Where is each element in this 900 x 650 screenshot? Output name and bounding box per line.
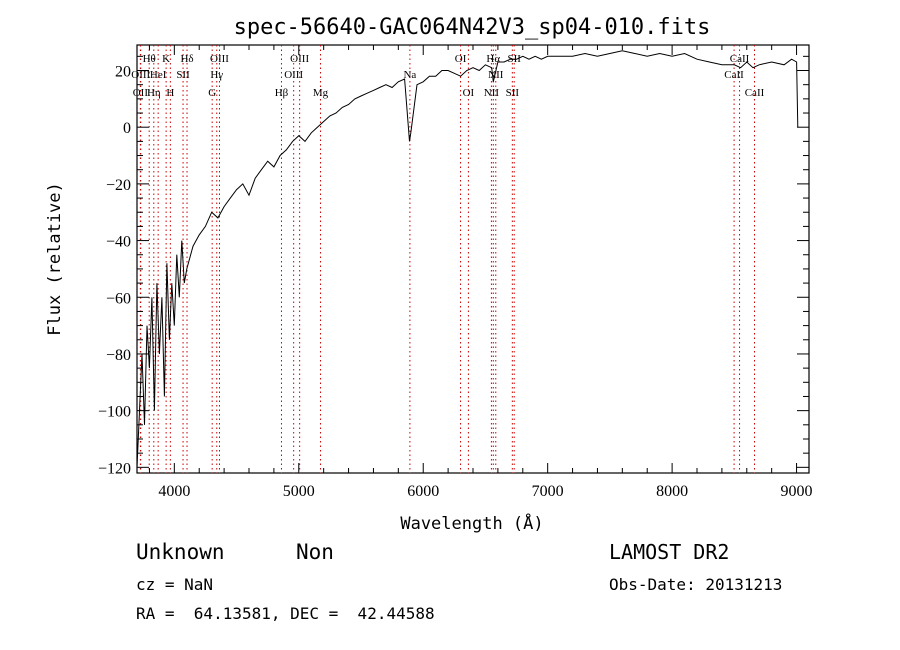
x-axis-ticks: 4000 5000 6000 7000 8000 9000 bbox=[148, 45, 813, 500]
line-label: Hθ bbox=[143, 53, 156, 65]
line-label: SII bbox=[506, 87, 520, 99]
line-label: OII bbox=[133, 87, 149, 99]
line-label: NII bbox=[488, 69, 504, 81]
spectral-line-markers bbox=[139, 45, 755, 473]
line-label: Hα bbox=[486, 53, 500, 65]
x-tick-label: 7000 bbox=[532, 483, 564, 500]
survey-name: LAMOST DR2 bbox=[609, 540, 730, 564]
line-label: Hγ bbox=[210, 69, 223, 81]
plot-border bbox=[136, 44, 810, 474]
x-tick-label: 9000 bbox=[781, 483, 813, 500]
line-label: OIII bbox=[210, 53, 229, 65]
line-label: OIII bbox=[131, 69, 150, 81]
y-axis-ticks: −120 −100 −80 −60 −40 −20 0 20 bbox=[98, 55, 809, 477]
y-tick-label: −20 bbox=[106, 177, 131, 194]
line-label: CaII bbox=[745, 87, 765, 99]
line-label: OIII bbox=[284, 69, 303, 81]
x-tick-label: 8000 bbox=[656, 483, 688, 500]
coordinates: RA = 64.13581, DEC = 42.44588 bbox=[136, 604, 435, 623]
y-tick-label: −40 bbox=[106, 234, 131, 251]
line-label: OIII bbox=[290, 53, 309, 65]
x-axis-label: Wavelength (Å) bbox=[400, 512, 543, 534]
y-tick-label: 20 bbox=[115, 64, 131, 81]
spectrum-line bbox=[137, 50, 799, 468]
line-label: OI bbox=[463, 87, 475, 99]
y-tick-label: −100 bbox=[98, 404, 131, 421]
line-label: CaII bbox=[724, 69, 744, 81]
line-label: HeI bbox=[150, 69, 167, 81]
y-tick-label: 0 bbox=[123, 120, 131, 137]
line-label: CaII bbox=[730, 53, 750, 65]
line-label: K bbox=[162, 53, 170, 65]
plot-frame bbox=[136, 44, 810, 474]
obs-date: Obs-Date: 20131213 bbox=[609, 575, 783, 594]
x-tick-label: 4000 bbox=[158, 483, 190, 500]
redshift-cz: cz = NaN bbox=[136, 575, 214, 594]
y-tick-label: −80 bbox=[106, 347, 131, 364]
line-label: Hη bbox=[147, 87, 161, 99]
line-label: Mg bbox=[313, 87, 329, 99]
line-label: Na bbox=[403, 69, 416, 81]
object-subclass: Non bbox=[296, 540, 334, 564]
x-tick-label: 5000 bbox=[283, 483, 315, 500]
y-tick-label: −60 bbox=[106, 290, 131, 307]
line-label: Hβ bbox=[275, 87, 289, 99]
line-label: SII bbox=[507, 53, 521, 65]
line-label: NII bbox=[484, 87, 500, 99]
line-label: SII bbox=[176, 69, 190, 81]
line-label: H bbox=[166, 87, 174, 99]
y-tick-label: −120 bbox=[98, 460, 131, 477]
x-tick-label: 6000 bbox=[407, 483, 439, 500]
line-label: OI bbox=[455, 53, 467, 65]
spectral-line-labels: OIIOIIIHθHηHeIKHSIIHδGHγOIIIHβOIIIOIIIMg… bbox=[131, 53, 764, 99]
line-label: Hδ bbox=[180, 53, 193, 65]
line-label: G bbox=[208, 87, 216, 99]
object-class: Unknown bbox=[136, 540, 225, 564]
y-axis-label: Flux (relative) bbox=[45, 182, 65, 336]
spectrum-series bbox=[137, 50, 799, 468]
chart-title: spec-56640-GAC064N42V3_sp04-010.fits bbox=[234, 15, 711, 40]
